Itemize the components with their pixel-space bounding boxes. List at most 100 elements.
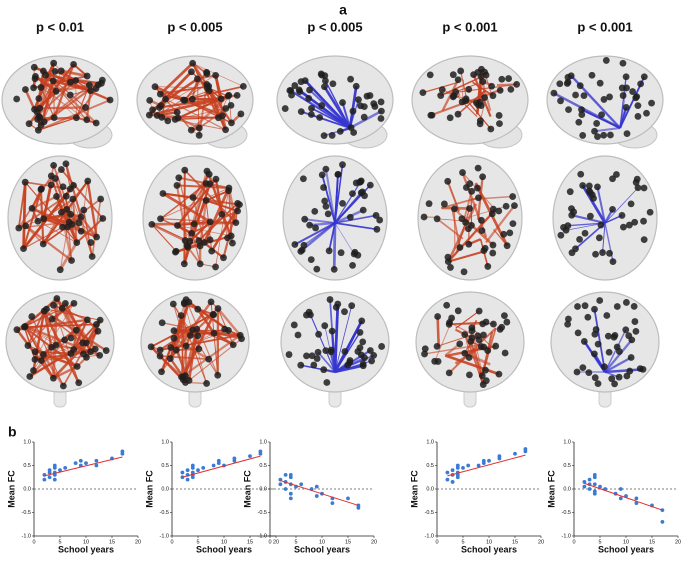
node xyxy=(476,120,484,128)
data-point xyxy=(455,463,460,468)
node xyxy=(238,335,245,343)
connection xyxy=(24,302,66,328)
data-point xyxy=(618,496,623,501)
connection xyxy=(333,320,363,373)
y-tick-label: 0.5 xyxy=(563,463,571,469)
node xyxy=(66,185,74,193)
node xyxy=(195,131,203,139)
node xyxy=(360,113,368,121)
node xyxy=(465,354,473,361)
node xyxy=(426,71,434,79)
y-tick-label: -0.5 xyxy=(258,510,267,516)
connection xyxy=(185,299,242,340)
node xyxy=(443,301,451,309)
node xyxy=(366,92,374,99)
node xyxy=(303,311,310,319)
node xyxy=(615,348,623,355)
node xyxy=(613,303,621,310)
connection xyxy=(449,321,472,335)
connection xyxy=(39,106,86,110)
node xyxy=(580,92,588,100)
node xyxy=(314,348,322,356)
node xyxy=(156,90,164,98)
node xyxy=(350,250,358,258)
node xyxy=(613,171,620,178)
node xyxy=(313,265,321,273)
y-tick-label: -1.0 xyxy=(22,533,31,539)
node xyxy=(564,320,572,328)
node xyxy=(604,332,612,340)
fit-line xyxy=(44,456,123,477)
node xyxy=(220,254,227,262)
node xyxy=(622,326,630,334)
node xyxy=(299,175,307,183)
node xyxy=(145,111,153,119)
data-point xyxy=(461,465,465,470)
connection xyxy=(334,305,353,373)
node xyxy=(495,112,503,119)
y-tick-label: -0.5 xyxy=(160,510,169,516)
node xyxy=(640,184,648,192)
node xyxy=(576,82,584,90)
node xyxy=(182,296,190,304)
node xyxy=(489,92,497,100)
x-axis-label: School years xyxy=(58,544,114,554)
connection xyxy=(214,75,223,100)
node xyxy=(173,182,181,189)
data-point xyxy=(314,494,319,498)
node xyxy=(234,199,242,207)
y-axis-label: Mean FC xyxy=(242,470,252,508)
connection xyxy=(604,329,627,373)
node xyxy=(366,181,374,189)
node xyxy=(64,223,71,231)
data-point xyxy=(346,496,350,501)
connection xyxy=(602,222,606,253)
node xyxy=(501,312,508,319)
data-point xyxy=(466,463,471,468)
node xyxy=(322,165,330,173)
x-tick-label: 10 xyxy=(83,539,89,545)
node xyxy=(334,171,342,178)
connection xyxy=(228,95,232,123)
node xyxy=(470,71,478,79)
y-tick-label: 1.0 xyxy=(563,439,571,445)
data-point xyxy=(283,487,288,491)
data-point xyxy=(185,468,190,473)
node xyxy=(366,347,374,354)
node xyxy=(40,118,48,126)
connection xyxy=(332,222,337,270)
node xyxy=(189,194,197,201)
x-tick-label: 20 xyxy=(135,539,141,545)
node xyxy=(480,343,488,351)
node xyxy=(591,305,598,313)
node xyxy=(166,355,174,362)
node xyxy=(578,111,586,118)
node xyxy=(568,211,576,219)
node xyxy=(322,203,330,210)
node xyxy=(188,95,196,103)
node xyxy=(83,316,91,324)
node xyxy=(33,108,41,116)
y-tick-label: 1.0 xyxy=(426,439,434,445)
node xyxy=(579,364,587,372)
node xyxy=(205,87,213,95)
node xyxy=(169,300,177,308)
node xyxy=(575,118,583,126)
node xyxy=(501,349,509,357)
connection xyxy=(451,207,461,248)
node xyxy=(492,342,500,350)
data-point xyxy=(190,475,195,480)
node xyxy=(26,373,34,380)
node xyxy=(634,184,642,192)
node xyxy=(564,222,572,230)
node xyxy=(301,215,309,223)
node xyxy=(229,341,237,349)
node xyxy=(636,365,644,373)
connection xyxy=(217,307,242,337)
node xyxy=(322,347,330,355)
node xyxy=(600,96,608,103)
node xyxy=(488,210,496,218)
node xyxy=(326,296,334,303)
node xyxy=(179,373,187,381)
node xyxy=(40,307,48,315)
